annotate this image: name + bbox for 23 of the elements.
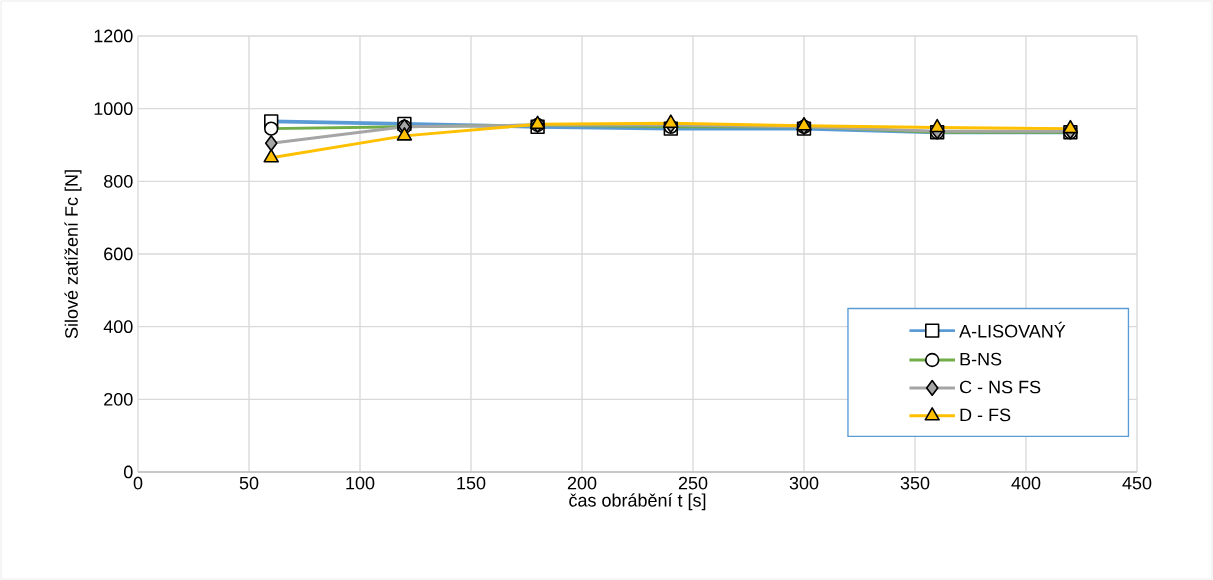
y-tick-label: 600 <box>104 247 133 261</box>
x-tick-label: 400 <box>1011 476 1041 490</box>
x-tick-label: 0 <box>133 476 143 490</box>
x-tick-label: 350 <box>900 476 930 490</box>
x-tick-label: 450 <box>1122 476 1152 490</box>
x-tick-label: 150 <box>457 476 486 490</box>
legend-label: D - FS <box>960 408 1011 422</box>
legend-label: C - NS FS <box>960 380 1041 394</box>
x-tick-label: 250 <box>678 476 708 490</box>
y-tick-label: 200 <box>104 392 133 406</box>
y-tick-label: 1000 <box>94 102 133 116</box>
y-tick-label: 1200 <box>94 29 133 43</box>
x-tick-label: 300 <box>789 476 819 490</box>
x-axis-title: čas obrábění t [s] <box>569 493 706 511</box>
y-tick-label: 0 <box>124 465 133 479</box>
x-tick-label: 50 <box>239 476 259 490</box>
legend-label: B-NS <box>960 352 1002 366</box>
x-tick-label: 100 <box>346 476 375 490</box>
y-tick-label: 400 <box>103 320 133 334</box>
x-tick-label: 200 <box>567 476 597 490</box>
y-tick-label: 800 <box>104 174 133 188</box>
legend-label: A-LISOVANÝ <box>959 321 1066 338</box>
y-axis-title: Silové zatížení Fc [N] <box>64 170 82 339</box>
